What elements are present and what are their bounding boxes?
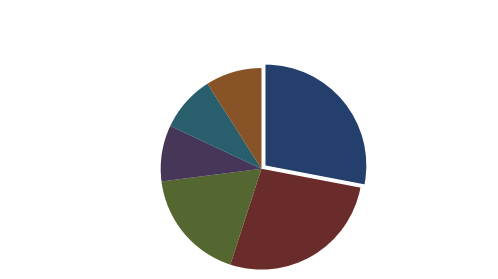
Wedge shape [170,84,261,169]
Text: 28%: 28% [306,113,336,126]
Wedge shape [231,169,361,270]
Text: 27%: 27% [283,225,313,238]
Text: 9%: 9% [197,114,218,127]
Wedge shape [161,169,261,264]
Wedge shape [265,65,366,184]
Wedge shape [231,169,361,270]
Wedge shape [208,68,261,169]
Wedge shape [161,169,261,264]
Wedge shape [208,68,261,169]
Wedge shape [265,65,366,184]
Wedge shape [170,84,261,169]
Text: 9%: 9% [179,151,200,164]
Wedge shape [161,126,261,181]
Wedge shape [161,126,261,181]
Text: 9%: 9% [231,93,252,106]
Text: 18%: 18% [191,208,221,222]
